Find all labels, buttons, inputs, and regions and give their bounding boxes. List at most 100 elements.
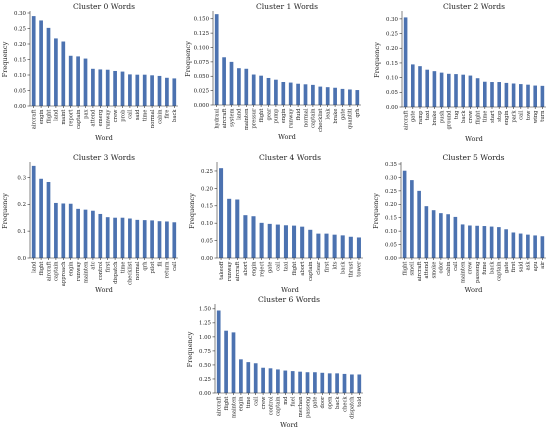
bar-passeng bbox=[475, 225, 479, 258]
bar-brake bbox=[432, 71, 437, 107]
chart-title: Cluster 2 Words bbox=[443, 2, 505, 11]
bar-dispatch bbox=[350, 374, 354, 393]
x-tick-label: time bbox=[246, 397, 252, 409]
bar-engin bbox=[39, 20, 43, 106]
x-tick-label: land bbox=[32, 261, 38, 273]
x-tick-label: back bbox=[489, 261, 495, 274]
x-tick-label: first bbox=[511, 261, 517, 273]
x-tick-label: qrh bbox=[143, 261, 149, 271]
bar-fuel bbox=[290, 371, 295, 393]
bar-mainten bbox=[231, 332, 236, 393]
bar-ramp bbox=[418, 66, 422, 107]
bar-fire bbox=[165, 77, 169, 106]
x-tick-label: said bbox=[518, 261, 524, 272]
x-tick-label: ask bbox=[526, 261, 532, 271]
x-tick-label: leak bbox=[326, 108, 332, 120]
bar-call bbox=[128, 74, 132, 106]
x-tick-label: aircraft bbox=[46, 261, 52, 282]
y-tick-label: 0.0 bbox=[17, 256, 26, 262]
bar-call bbox=[172, 222, 177, 258]
x-axis-label: Word bbox=[465, 135, 483, 143]
x-axis-label: Word bbox=[278, 133, 296, 141]
x-tick-label: engin bbox=[239, 396, 245, 411]
bar-captain bbox=[76, 56, 80, 106]
chart-title: Cluster 1 Words bbox=[256, 2, 318, 11]
y-tick-label: 0.15 bbox=[14, 57, 27, 63]
x-tick-label: stop bbox=[497, 110, 503, 122]
y-tick-label: 0.100 bbox=[194, 45, 210, 51]
x-axis-label: Word bbox=[95, 134, 113, 142]
y-tick-label: 0.25 bbox=[201, 169, 214, 175]
bar-said bbox=[518, 233, 523, 258]
bar-crew bbox=[468, 225, 472, 258]
y-tick-label: 0.50 bbox=[199, 363, 212, 369]
x-axis-label: Word bbox=[465, 286, 483, 294]
x-tick-label: time bbox=[120, 262, 126, 274]
y-tick-label: 0.00 bbox=[385, 256, 398, 262]
bar-hydraul bbox=[214, 14, 219, 105]
y-axis-label: Frequency bbox=[1, 41, 9, 77]
cluster-4-chart: Cluster 4 Words 0.00 0.05 0.10 0.15 0.20 0.25 t… bbox=[183, 150, 366, 300]
x-tick-label: brake bbox=[432, 111, 438, 126]
x-tick-label: land bbox=[54, 109, 60, 121]
bar-attend bbox=[91, 68, 95, 106]
x-tick-label: wing bbox=[533, 110, 539, 123]
x-tick-label: open bbox=[328, 396, 334, 410]
bar-qrh bbox=[142, 220, 147, 258]
bar-engin bbox=[251, 216, 256, 258]
bar-cabin bbox=[157, 75, 162, 106]
y-tick-label: 0.25 bbox=[385, 189, 398, 195]
bar-brake bbox=[333, 87, 337, 105]
chart-title: Cluster 3 Words bbox=[73, 153, 135, 162]
x-tick-label: said bbox=[135, 109, 141, 120]
y-tick-label: 0.050 bbox=[194, 74, 210, 80]
bar-system bbox=[229, 61, 234, 105]
x-tick-label: start bbox=[490, 110, 496, 123]
x-tick-label: reject bbox=[259, 261, 265, 277]
x-tick-label: runway bbox=[76, 261, 82, 281]
x-tick-label: ramp bbox=[418, 110, 424, 124]
x-tick-label: gate bbox=[340, 109, 346, 121]
x-tick-label: push bbox=[439, 110, 445, 123]
x-tick-label: fluid bbox=[296, 108, 302, 120]
bar-ask bbox=[526, 234, 530, 258]
bar-push bbox=[439, 72, 444, 107]
y-axis-label: Frequency bbox=[184, 41, 192, 77]
bar-captain bbox=[497, 227, 501, 258]
x-tick-label: engin bbox=[251, 261, 257, 276]
y-tick-label: 0.3 bbox=[17, 175, 26, 181]
bar-time bbox=[246, 362, 251, 393]
bar-flight bbox=[224, 330, 228, 393]
x-tick-label: engin bbox=[39, 109, 45, 124]
y-tick-label: 0.05 bbox=[386, 90, 399, 96]
y-tick-label: 0.15 bbox=[386, 61, 399, 67]
bar-flight bbox=[39, 178, 43, 258]
bar-abort bbox=[300, 226, 305, 258]
x-tick-label: md bbox=[283, 396, 289, 405]
x-tick-label: pressur bbox=[252, 108, 258, 129]
x-tick-label: mainten bbox=[244, 108, 250, 130]
x-tick-label: call bbox=[172, 261, 178, 271]
bar-check bbox=[342, 373, 347, 393]
bar-aircraft bbox=[216, 310, 221, 393]
x-tick-label: brake bbox=[333, 109, 339, 124]
bar-crew bbox=[468, 75, 473, 107]
y-axis-label: Frequency bbox=[186, 331, 194, 367]
bar-air bbox=[540, 236, 545, 258]
bar-first bbox=[105, 217, 110, 258]
bar-smell bbox=[410, 180, 414, 258]
bar-aircraft bbox=[417, 190, 421, 258]
x-tick-label: clear bbox=[316, 261, 322, 275]
bar-emerg bbox=[98, 69, 103, 106]
x-tick-label: engin bbox=[504, 110, 510, 125]
x-tick-label: back bbox=[461, 110, 467, 123]
x-tick-label: abort bbox=[243, 261, 249, 276]
x-tick-label: apu bbox=[533, 261, 539, 271]
bar-aircraft bbox=[222, 57, 226, 105]
x-tick-label: normal bbox=[150, 109, 156, 128]
y-tick-label: 0.10 bbox=[201, 221, 214, 227]
y-tick-label: 0.150 bbox=[194, 17, 210, 23]
x-tick-label: passeng bbox=[305, 396, 311, 418]
y-tick-label: 0.10 bbox=[14, 73, 27, 79]
